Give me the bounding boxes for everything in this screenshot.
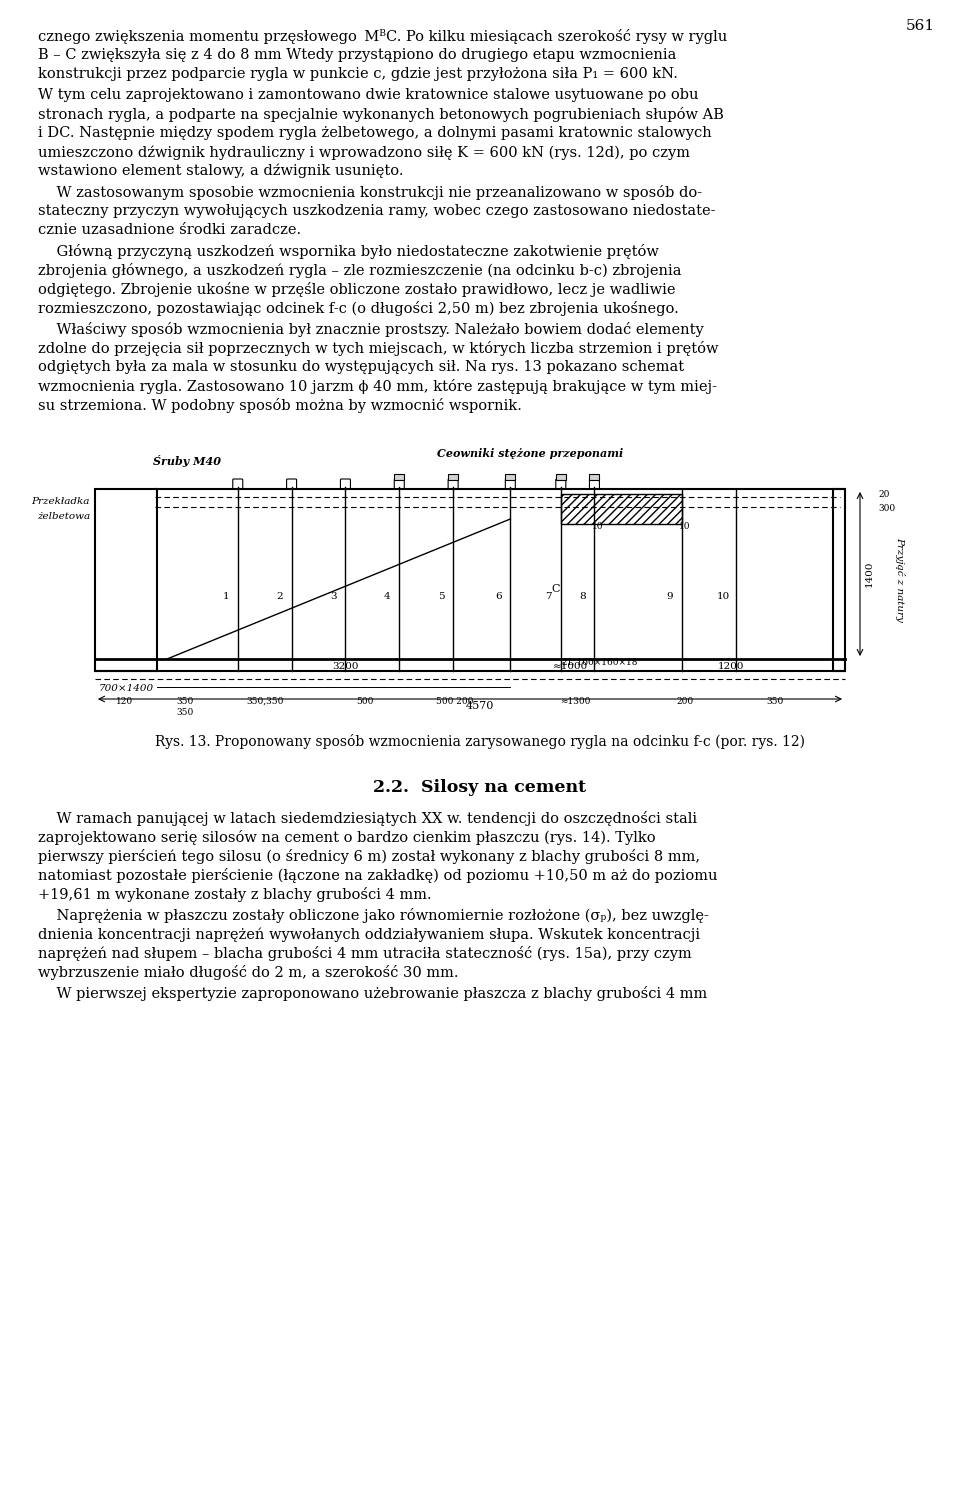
- FancyBboxPatch shape: [395, 474, 404, 480]
- Text: 350: 350: [766, 697, 783, 706]
- Text: 1200: 1200: [717, 662, 744, 672]
- Text: 200: 200: [677, 697, 693, 706]
- Text: Śruby M40: Śruby M40: [153, 456, 221, 466]
- Text: Naprężenia w płaszczu zostały obliczone jako równomiernie rozłożone (σₚ), bez uw: Naprężenia w płaszczu zostały obliczone …: [38, 908, 708, 924]
- Text: żelbetowa: żelbetowa: [36, 512, 90, 521]
- Text: wstawiono element stalowy, a dźwignik usunięto.: wstawiono element stalowy, a dźwignik us…: [38, 164, 403, 178]
- FancyBboxPatch shape: [556, 478, 565, 489]
- Text: stronach rygla, a podparte na specjalnie wykonanych betonowych pogrubieniach słu: stronach rygla, a podparte na specjalnie…: [38, 107, 724, 122]
- Text: pierwszy pierścień tego silosu (o średnicy 6 m) został wykonany z blachy grubośc: pierwszy pierścień tego silosu (o średni…: [38, 850, 700, 865]
- Text: umieszczono dźwignik hydrauliczny i wprowadzono siłę K = 600 kN (rys. 12d), po c: umieszczono dźwignik hydrauliczny i wpro…: [38, 145, 690, 160]
- Text: W tym celu zaprojektowano i zamontowano dwie kratownice stalowe usytuowane po ob: W tym celu zaprojektowano i zamontowano …: [38, 88, 699, 103]
- Text: cznie uzasadnione środki zaradcze.: cznie uzasadnione środki zaradcze.: [38, 223, 301, 237]
- Text: Przyjąć z natury: Przyjąć z natury: [895, 537, 905, 622]
- Text: 8: 8: [579, 592, 586, 601]
- Text: wzmocnienia rygla. Zastosowano 10 jarzm ϕ 40 mm, które zastępują brakujące w tym: wzmocnienia rygla. Zastosowano 10 jarzm …: [38, 379, 717, 394]
- Bar: [561, 493, 682, 524]
- Text: naprężeń nad słupem – blacha grubości 4 mm utraciła stateczność (rys. 15a), przy: naprężeń nad słupem – blacha grubości 4 …: [38, 946, 692, 961]
- Text: wybrzuszenie miało długość do 2 m, a szerokość 30 mm.: wybrzuszenie miało długość do 2 m, a sze…: [38, 964, 459, 979]
- Text: ≈1300: ≈1300: [560, 697, 590, 706]
- Text: W pierwszej ekspertyzie zaproponowano użebrowanie płaszcza z blachy grubości 4 m: W pierwszej ekspertyzie zaproponowano uż…: [38, 985, 708, 1000]
- FancyBboxPatch shape: [556, 474, 565, 480]
- Text: 20: 20: [878, 490, 889, 499]
- FancyBboxPatch shape: [589, 474, 599, 480]
- Text: 500: 500: [356, 697, 373, 706]
- Text: 350,350: 350,350: [247, 697, 284, 706]
- FancyBboxPatch shape: [505, 474, 516, 480]
- Text: 3: 3: [330, 592, 337, 601]
- Text: 1400: 1400: [865, 561, 874, 587]
- Text: 2: 2: [276, 592, 283, 601]
- FancyBboxPatch shape: [448, 478, 458, 489]
- FancyBboxPatch shape: [341, 478, 350, 489]
- Text: 4570: 4570: [466, 702, 494, 711]
- FancyBboxPatch shape: [232, 478, 243, 489]
- FancyBboxPatch shape: [448, 474, 458, 480]
- Text: 7: 7: [545, 592, 552, 601]
- Text: i DC. Następnie między spodem rygla żelbetowego, a dolnymi pasami kratownic stal: i DC. Następnie między spodem rygla żelb…: [38, 125, 711, 140]
- Text: Właściwy sposób wzmocnienia był znacznie prostszy. Należało bowiem dodać element: Właściwy sposób wzmocnienia był znacznie…: [38, 321, 704, 337]
- FancyBboxPatch shape: [287, 478, 297, 489]
- Text: 500 200: 500 200: [436, 697, 473, 706]
- Text: Rys. 13. Proponowany sposób wzmocnienia zarysowanego rygla na odcinku f-c (por. : Rys. 13. Proponowany sposób wzmocnienia …: [155, 733, 805, 748]
- Text: 3200: 3200: [332, 662, 359, 672]
- Text: C: C: [552, 584, 560, 593]
- Text: Główną przyczyną uszkodzeń wspornika było niedostateczne zakotwienie prętów: Główną przyczyną uszkodzeń wspornika był…: [38, 244, 659, 260]
- Text: 10: 10: [591, 522, 603, 531]
- Text: 350: 350: [177, 708, 194, 717]
- Text: 2.2.  Silosy na cement: 2.2. Silosy na cement: [373, 779, 587, 797]
- Text: ≈1000: ≈1000: [553, 662, 588, 672]
- Text: W zastosowanym sposobie wzmocnienia konstrukcji nie przeanalizowano w sposób do-: W zastosowanym sposobie wzmocnienia kons…: [38, 186, 702, 201]
- Text: odgiętego. Zbrojenie ukośne w przęśle obliczone zostało prawidłowo, lecz je wadl: odgiętego. Zbrojenie ukośne w przęśle ob…: [38, 282, 676, 297]
- Text: 700×1400: 700×1400: [99, 684, 154, 693]
- Text: 10: 10: [717, 592, 731, 601]
- Bar: [833, 489, 845, 672]
- Text: odgiętych była za mala w stosunku do występujących sił. Na rys. 13 pokazano sche: odgiętych była za mala w stosunku do wys…: [38, 361, 684, 374]
- FancyBboxPatch shape: [505, 478, 516, 489]
- Text: 120: 120: [116, 697, 133, 706]
- Text: 1: 1: [223, 592, 229, 601]
- Text: 5: 5: [438, 592, 444, 601]
- Text: 350: 350: [177, 697, 194, 706]
- Text: zdolne do przejęcia sił poprzecznych w tych miejscach, w których liczba strzemio: zdolne do przejęcia sił poprzecznych w t…: [38, 341, 718, 356]
- Text: natomiast pozostałe pierścienie (łączone na zakładkę) od poziomu +10,50 m aż do : natomiast pozostałe pierścienie (łączone…: [38, 868, 717, 883]
- Text: 300: 300: [878, 504, 895, 513]
- Text: 9: 9: [666, 592, 673, 601]
- Text: rozmieszczono, pozostawiając odcinek f-c (o długości 2,50 m) bez zbrojenia ukośn: rozmieszczono, pozostawiając odcinek f-c…: [38, 300, 679, 315]
- Text: Ceowniki stężone przeponami: Ceowniki stężone przeponami: [437, 448, 623, 459]
- Text: W ramach panującej w latach siedemdziesiątych XX w. tendencji do oszczędności st: W ramach panującej w latach siedemdziesi…: [38, 810, 697, 825]
- FancyBboxPatch shape: [589, 478, 599, 489]
- Text: B – C zwiększyła się z 4 do 8 mm Wtedy przystąpiono do drugiego etapu wzmocnieni: B – C zwiększyła się z 4 do 8 mm Wtedy p…: [38, 48, 677, 62]
- Text: konstrukcji przez podparcie rygla w punkcie c, gdzie jest przyłożona siła P₁ = 6: konstrukcji przez podparcie rygla w punk…: [38, 66, 678, 81]
- FancyBboxPatch shape: [395, 478, 404, 489]
- Text: su strzemiona. W podobny sposób można by wzmocnić wspornik.: su strzemiona. W podobny sposób można by…: [38, 398, 522, 413]
- Text: 561: 561: [905, 20, 935, 33]
- Bar: [95, 489, 157, 672]
- Text: 4: 4: [384, 592, 391, 601]
- Text: zaprojektowano serię silosów na cement o bardzo cienkim płaszczu (rys. 14). Tylk: zaprojektowano serię silosów na cement o…: [38, 830, 656, 845]
- Text: cznego zwiększenia momentu przęsłowego  MᴮC. Po kilku miesiącach szerokość rysy : cznego zwiększenia momentu przęsłowego M…: [38, 29, 728, 44]
- Text: zbrojenia głównego, a uszkodzeń rygla – zle rozmieszczenie (na odcinku b-c) zbro: zbrojenia głównego, a uszkodzeń rygla – …: [38, 263, 682, 278]
- Text: dnienia koncentracji naprężeń wywołanych oddziaływaniem słupa. Wskutek koncentra: dnienia koncentracji naprężeń wywołanych…: [38, 927, 700, 942]
- Text: +19,61 m wykonane zostały z blachy grubości 4 mm.: +19,61 m wykonane zostały z blachy grubo…: [38, 887, 432, 902]
- Text: 6: 6: [495, 592, 502, 601]
- Text: stateczny przyczyn wywołujących uszkodzenia ramy, wobec czego zastosowano niedos: stateczny przyczyn wywołujących uszkodze…: [38, 204, 715, 217]
- Text: 10: 10: [679, 522, 690, 531]
- Text: Przekładka: Przekładka: [32, 496, 90, 506]
- Text: 2L 160×160×18: 2L 160×160×18: [562, 658, 637, 667]
